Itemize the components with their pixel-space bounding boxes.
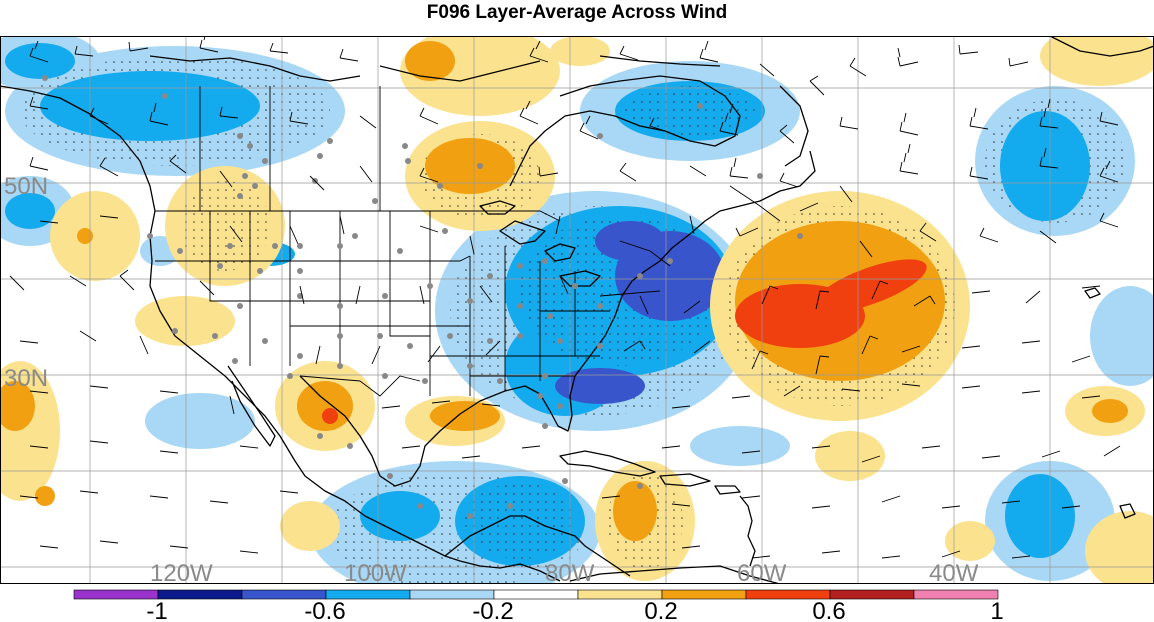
legend-tick-1: 1 xyxy=(990,598,1003,622)
lon-label-100w: 100W xyxy=(344,560,407,584)
lat-label-50n: 50N xyxy=(4,173,48,200)
positive-strong-regions xyxy=(322,259,927,424)
legend-tick-neg06: -0.6 xyxy=(304,598,345,622)
negative-strong-regions xyxy=(555,221,725,404)
legend-tick-neg1: -1 xyxy=(146,598,167,622)
station-markers xyxy=(42,75,803,519)
legend-tick-neg02: -0.2 xyxy=(472,598,513,622)
color-legend: -1 -0.6 -0.2 0.2 0.6 1 xyxy=(73,589,1004,622)
color-legend-boxes xyxy=(73,589,999,600)
political-borders xyxy=(155,86,781,397)
lon-label-80w: 80W xyxy=(545,560,595,584)
legend-tick-02: 0.2 xyxy=(644,598,677,622)
coastlines xyxy=(0,36,1154,584)
lon-label-120w: 120W xyxy=(150,560,213,584)
lon-label-40w: 40W xyxy=(929,560,979,584)
lat-lon-grid xyxy=(0,36,1154,584)
legend-tick-06: 0.6 xyxy=(812,598,845,622)
map-title: F096 Layer-Average Across Wind xyxy=(426,2,728,23)
legend-color-box xyxy=(157,589,243,600)
lat-label-30n: 30N xyxy=(4,365,48,392)
legend-color-box xyxy=(913,589,999,600)
wind-map[interactable]: 50N 30N 120W 100W 80W 60W 40W xyxy=(0,36,1154,584)
lon-label-60w: 60W xyxy=(737,560,787,584)
wind-barbs xyxy=(9,36,1121,559)
